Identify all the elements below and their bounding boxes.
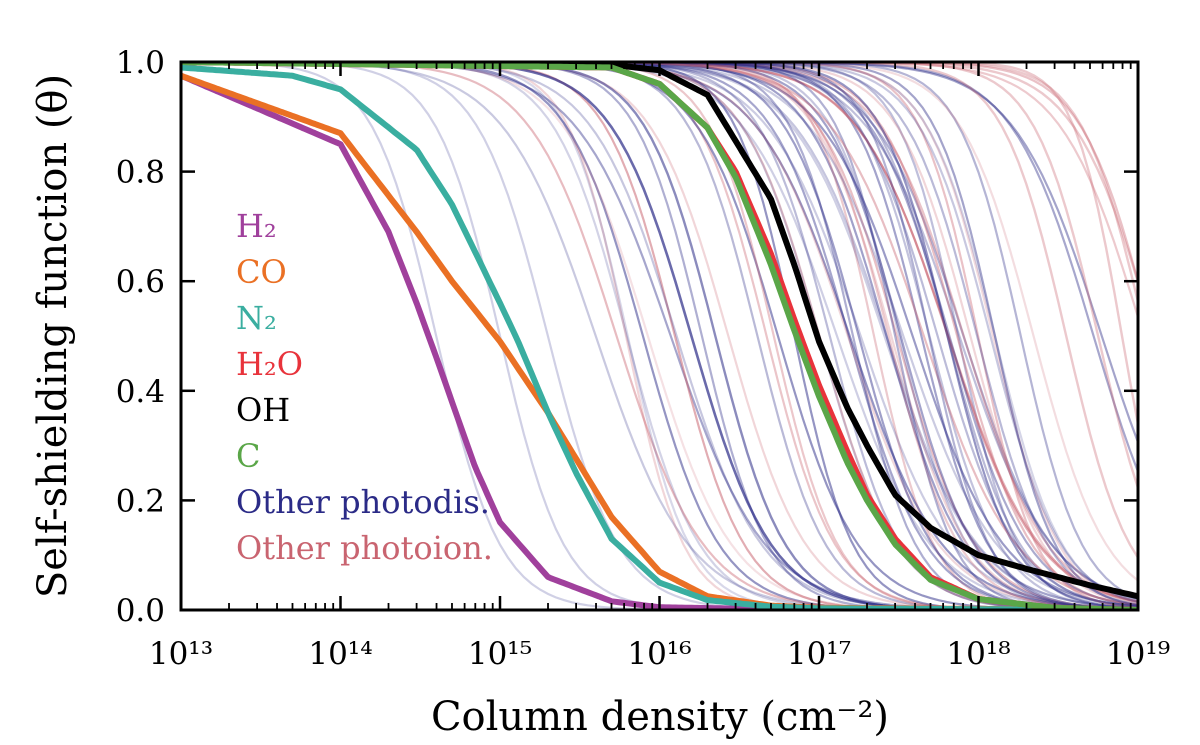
x-tick-label: 10¹³ — [149, 636, 213, 672]
x-tick-label: 10¹⁴ — [308, 636, 372, 672]
background-curve — [181, 62, 1138, 603]
x-axis-title: Column density (cm⁻²) — [431, 694, 889, 740]
y-tick-label: 0.2 — [116, 483, 165, 519]
background-curve — [181, 62, 1138, 604]
x-tick-label: 10¹⁵ — [468, 636, 532, 672]
background-curve — [181, 62, 1138, 607]
background-curve — [181, 62, 1138, 609]
legend-entry: CO — [236, 253, 287, 291]
y-tick-label: 0.4 — [116, 374, 165, 410]
y-axis-title: Self-shielding function (θ) — [30, 74, 76, 598]
legend-entry: Other photoion. — [236, 529, 493, 567]
background-curve — [181, 62, 1138, 443]
legend-entry: H₂O — [236, 345, 303, 383]
background-curve — [181, 62, 1138, 605]
x-tick-label: 10¹⁷ — [787, 636, 851, 672]
y-axis-ticks — [181, 60, 1138, 612]
legend: H₂ CO N₂ H₂O OH C Other photodis. Other photoio… — [236, 207, 493, 567]
x-tick-label: 10¹⁶ — [627, 636, 691, 672]
legend-entry: N₂ — [236, 299, 277, 337]
background-curve — [181, 62, 1138, 282]
x-tick-label: 10¹⁸ — [946, 636, 1010, 672]
background-curves — [181, 62, 1138, 610]
background-curve — [181, 62, 1138, 559]
x-tick-label: 10¹⁹ — [1106, 636, 1170, 672]
background-curve — [181, 62, 1138, 283]
background-curve — [181, 62, 1138, 610]
background-curve — [181, 62, 1138, 582]
y-tick-label: 1.0 — [116, 45, 165, 81]
y-tick-label: 0.0 — [116, 593, 165, 629]
y-tick-label: 0.8 — [116, 155, 165, 191]
legend-entry: OH — [236, 391, 290, 429]
background-curve — [181, 62, 1138, 600]
legend-entry: H₂ — [236, 207, 277, 245]
x-axis-ticks — [179, 62, 1140, 610]
background-curve — [181, 62, 1138, 472]
legend-entry: C — [236, 437, 260, 475]
y-tick-label: 0.6 — [116, 264, 165, 300]
x-axis-tick-labels: 10¹³ 10¹⁴ 10¹⁵ 10¹⁶ 10¹⁷ 10¹⁸ 10¹⁹ — [149, 636, 1170, 672]
legend-entry: Other photodis. — [236, 483, 490, 521]
y-axis-tick-labels: 0.0 0.2 0.4 0.6 0.8 1.0 — [116, 45, 165, 629]
background-curve — [181, 62, 1138, 610]
